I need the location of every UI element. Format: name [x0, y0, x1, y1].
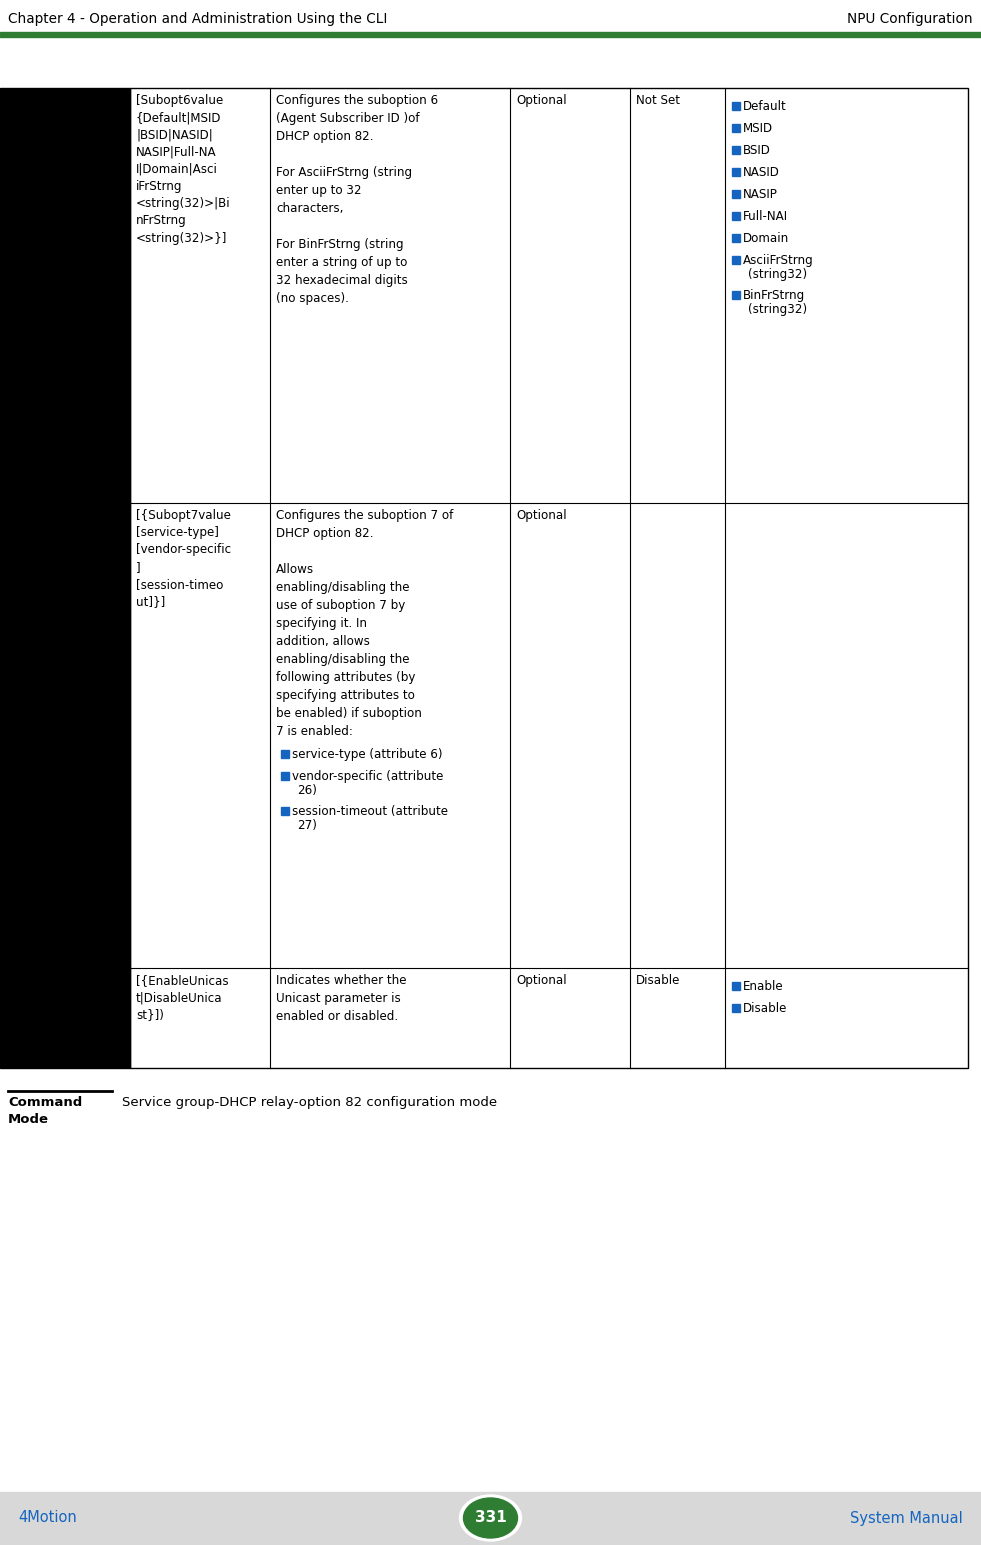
Text: 4Motion: 4Motion — [18, 1511, 77, 1525]
Bar — [732, 1004, 740, 1012]
Text: NASIP: NASIP — [743, 188, 778, 201]
Bar — [732, 168, 740, 176]
Text: (string32): (string32) — [748, 303, 807, 317]
Bar — [732, 290, 740, 300]
Ellipse shape — [463, 1499, 518, 1537]
Bar — [0, 1492, 981, 1545]
Text: NPU Configuration: NPU Configuration — [848, 12, 973, 26]
Bar — [732, 190, 740, 198]
Text: Domain: Domain — [743, 232, 790, 246]
Text: vendor-specific (attribute: vendor-specific (attribute — [292, 769, 443, 783]
Bar — [0, 88, 130, 1068]
Bar — [281, 772, 289, 780]
Text: 331: 331 — [475, 1511, 506, 1525]
Text: Chapter 4 - Operation and Administration Using the CLI: Chapter 4 - Operation and Administration… — [8, 12, 387, 26]
Bar — [732, 124, 740, 131]
Text: Optional: Optional — [516, 973, 567, 987]
Text: 26): 26) — [297, 783, 317, 797]
Bar — [281, 806, 289, 814]
Text: Optional: Optional — [516, 94, 567, 107]
Bar — [732, 212, 740, 219]
Text: Full-NAI: Full-NAI — [743, 210, 788, 222]
Text: Service group-DHCP relay-option 82 configuration mode: Service group-DHCP relay-option 82 confi… — [122, 1095, 497, 1109]
Bar — [732, 256, 740, 264]
Bar — [0, 32, 981, 37]
Text: Configures the suboption 7 of
DHCP option 82.

Allows
enabling/disabling the
use: Configures the suboption 7 of DHCP optio… — [276, 508, 453, 739]
Bar — [732, 145, 740, 154]
Text: System Manual: System Manual — [851, 1511, 963, 1525]
Text: Configures the suboption 6
(Agent Subscriber ID )of
DHCP option 82.

For AsciiFr: Configures the suboption 6 (Agent Subscr… — [276, 94, 439, 304]
Text: Indicates whether the
Unicast parameter is
enabled or disabled.: Indicates whether the Unicast parameter … — [276, 973, 406, 1023]
Text: MSID: MSID — [743, 122, 773, 134]
Text: Default: Default — [743, 100, 787, 113]
Text: [{EnableUnicas
t|DisableUnica
st}]): [{EnableUnicas t|DisableUnica st}]) — [136, 973, 229, 1021]
Bar — [732, 233, 740, 243]
Text: AsciiFrStrng: AsciiFrStrng — [743, 253, 814, 267]
Text: Disable: Disable — [743, 1003, 788, 1015]
Text: [{Subopt7value
[service-type]
[vendor-specific
]
[session-timeo
ut]}]: [{Subopt7value [service-type] [vendor-sp… — [136, 508, 232, 609]
Text: 27): 27) — [297, 819, 317, 831]
Text: session-timeout (attribute: session-timeout (attribute — [292, 805, 448, 817]
Bar — [281, 749, 289, 759]
Ellipse shape — [459, 1496, 522, 1540]
Bar — [732, 983, 740, 990]
Text: NASID: NASID — [743, 165, 780, 179]
Text: Enable: Enable — [743, 980, 784, 993]
Text: service-type (attribute 6): service-type (attribute 6) — [292, 748, 442, 762]
Text: Not Set: Not Set — [636, 94, 680, 107]
Text: BinFrStrng: BinFrStrng — [743, 289, 805, 301]
Text: Command
Mode: Command Mode — [8, 1095, 82, 1126]
Text: Disable: Disable — [636, 973, 681, 987]
Text: (string32): (string32) — [748, 267, 807, 281]
Text: BSID: BSID — [743, 144, 771, 158]
Bar — [130, 88, 968, 1068]
Text: [Subopt6value
{Default|MSID
|BSID|NASID|
NASIP|Full-NA
I|Domain|Asci
iFrStrng
<s: [Subopt6value {Default|MSID |BSID|NASID|… — [136, 94, 231, 244]
Text: Optional: Optional — [516, 508, 567, 522]
Bar — [732, 102, 740, 110]
